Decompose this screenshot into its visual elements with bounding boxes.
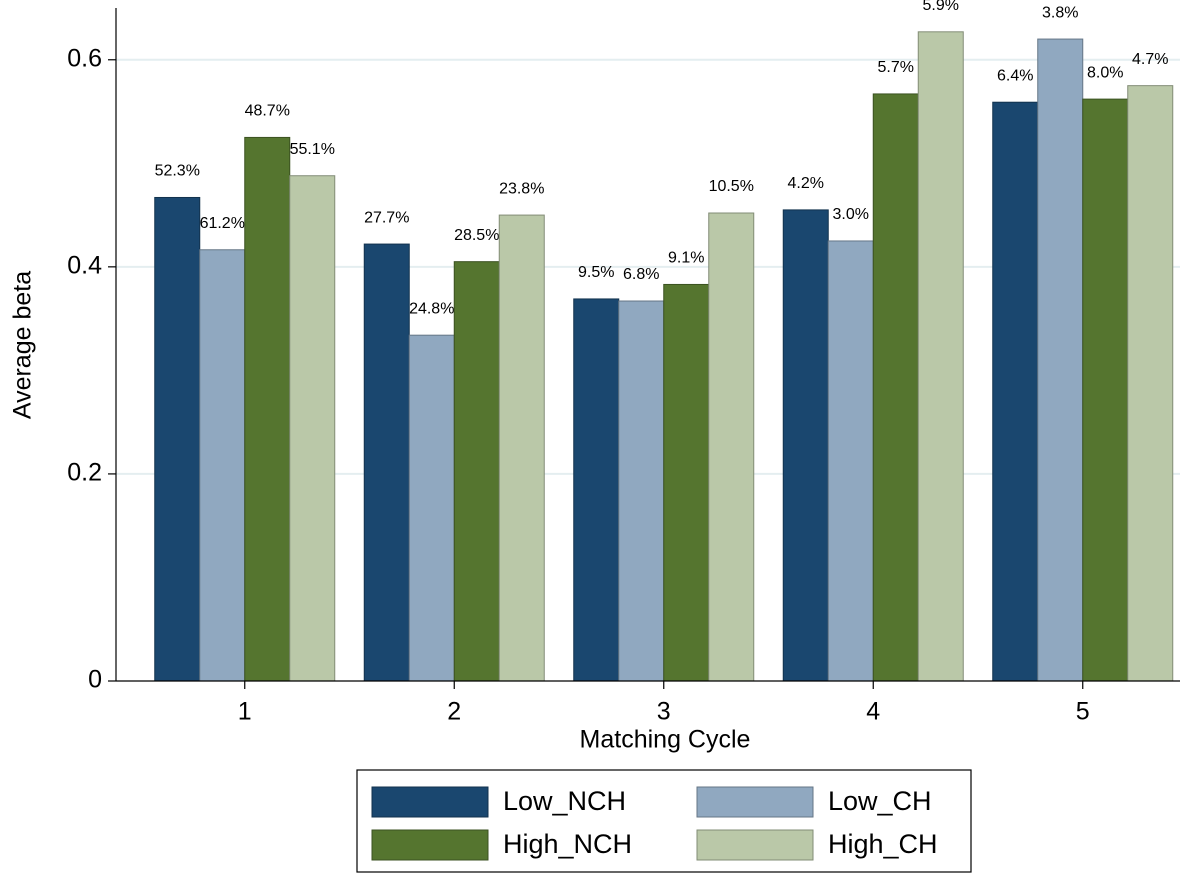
bar-label: 10.5%	[709, 178, 754, 195]
bar-label: 48.7%	[245, 103, 290, 120]
bar-label: 5.7%	[878, 59, 914, 76]
bar	[1037, 38, 1084, 682]
x-tick-label: 3	[657, 698, 671, 726]
bar	[827, 240, 874, 682]
bar-label: 61.2%	[200, 215, 245, 232]
bar	[618, 300, 665, 682]
bar-label: 9.1%	[668, 250, 704, 267]
bar	[408, 334, 455, 682]
legend-label: High_NCH	[503, 829, 632, 859]
x-tick-label: 2	[447, 698, 461, 726]
bar	[453, 261, 500, 682]
bar	[1127, 85, 1174, 682]
legend-swatch	[371, 829, 489, 861]
bar-label: 6.8%	[623, 266, 659, 283]
legend-label: Low_CH	[828, 786, 932, 816]
bar-label: 28.5%	[454, 227, 499, 244]
bar-label: 6.4%	[997, 67, 1033, 84]
legend-swatch	[696, 786, 814, 818]
bar	[992, 101, 1039, 682]
bar-label: 4.7%	[1132, 51, 1168, 68]
bar	[289, 175, 336, 682]
bar	[782, 209, 829, 682]
bar-label: 23.8%	[499, 180, 544, 197]
x-tick-label: 1	[238, 698, 252, 726]
bar-label: 4.2%	[788, 175, 824, 192]
y-tick-label: 0.6	[67, 44, 102, 72]
bar	[1082, 98, 1129, 682]
bar-label: 24.8%	[409, 300, 454, 317]
bar-label: 55.1%	[290, 141, 335, 158]
bar	[573, 298, 620, 682]
y-tick-label: 0	[88, 666, 102, 694]
y-tick-label: 0.4	[67, 251, 102, 279]
bar-label: 3.8%	[1042, 4, 1078, 21]
bar-label: 9.5%	[578, 264, 614, 281]
bar	[199, 249, 246, 682]
y-axis-label: Average beta	[9, 271, 37, 419]
bar-label: 3.0%	[833, 206, 869, 223]
x-axis-label: Matching Cycle	[580, 726, 751, 754]
y-tick-label: 0.2	[67, 459, 102, 487]
legend-label: High_CH	[828, 829, 938, 859]
bar	[498, 214, 545, 682]
legend-swatch	[696, 829, 814, 861]
legend-swatch	[371, 786, 489, 818]
bar-label: 8.0%	[1087, 64, 1123, 81]
bar	[872, 93, 919, 682]
x-tick-label: 5	[1076, 698, 1090, 726]
bar-label: 52.3%	[155, 163, 200, 180]
legend-label: Low_NCH	[503, 786, 626, 816]
bar	[154, 196, 201, 682]
bar	[244, 136, 291, 682]
bar-label: 27.7%	[364, 209, 409, 226]
bar	[917, 31, 964, 682]
bar	[708, 212, 755, 682]
bar	[363, 243, 410, 682]
x-tick-label: 4	[866, 698, 880, 726]
bar-label: 5.9%	[923, 0, 959, 14]
bar	[663, 283, 710, 682]
